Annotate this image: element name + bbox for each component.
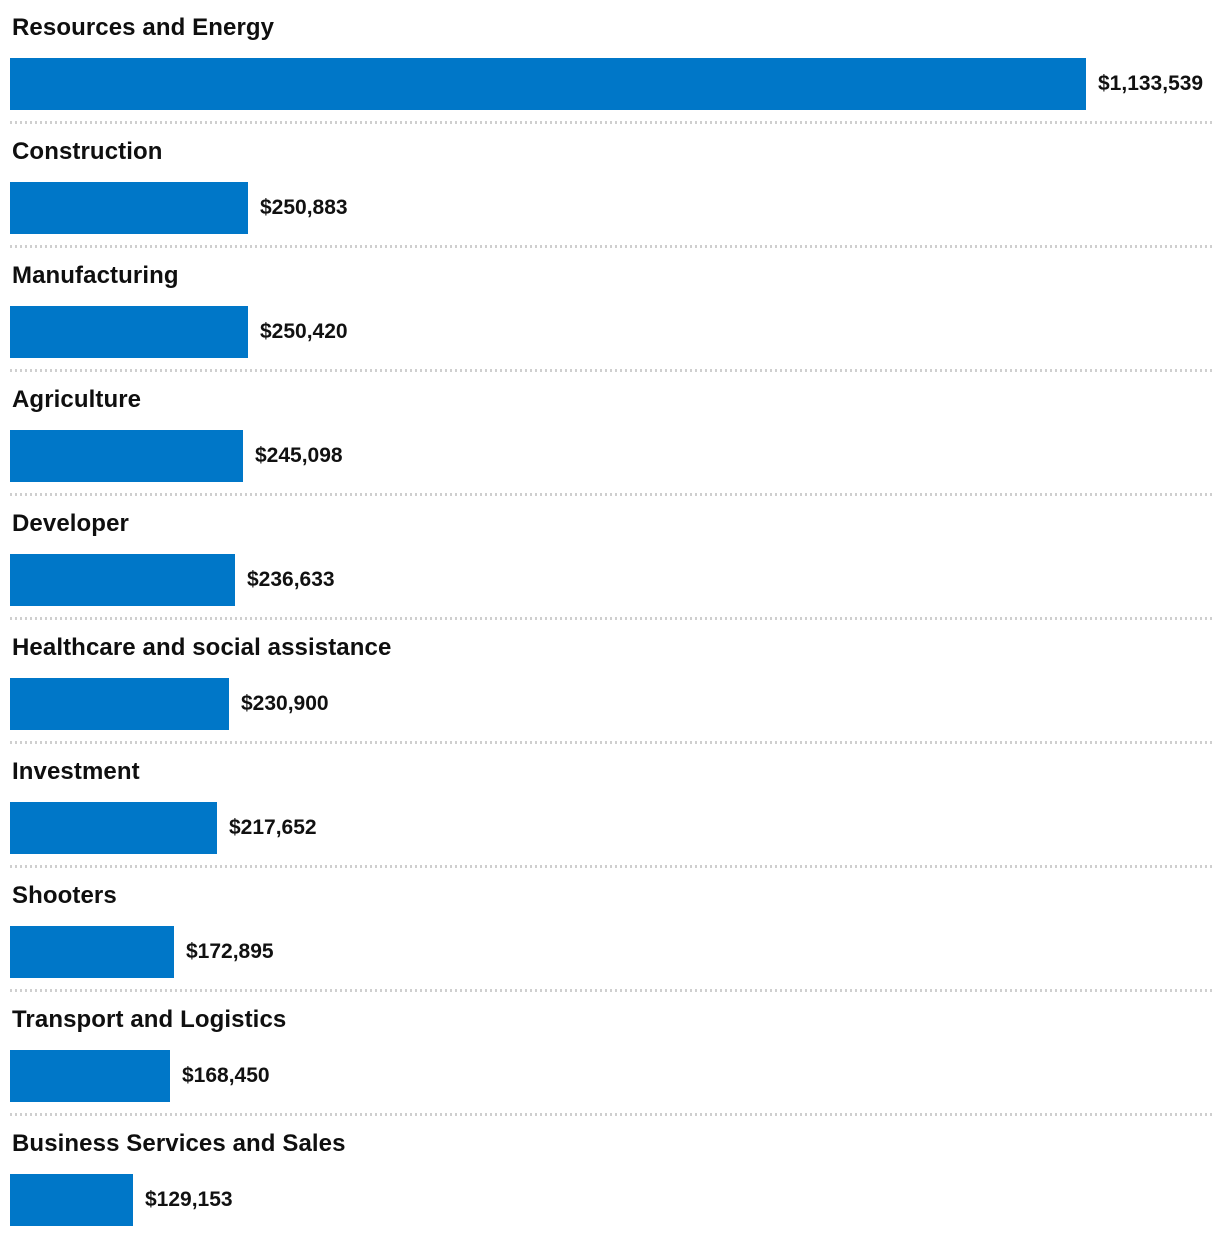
bar: [10, 182, 248, 234]
chart-row: Transport and Logistics $168,450: [0, 992, 1220, 1116]
bar-track: $129,153: [10, 1174, 1212, 1226]
chart-row: Construction $250,883: [0, 124, 1220, 248]
row-separator: [10, 989, 1212, 992]
category-label: Healthcare and social assistance: [12, 634, 392, 661]
value-label: $250,883: [260, 196, 348, 219]
category-label: Investment: [12, 758, 140, 785]
bar-track: $230,900: [10, 678, 1212, 730]
row-separator: [10, 1113, 1212, 1116]
row-separator: [10, 121, 1212, 124]
value-label: $250,420: [260, 320, 348, 343]
bar-track: $250,420: [10, 306, 1212, 358]
row-separator: [10, 369, 1212, 372]
value-label: $236,633: [247, 568, 335, 591]
bar: [10, 554, 235, 606]
bar: [10, 1050, 170, 1102]
category-label: Manufacturing: [12, 262, 179, 289]
category-label: Agriculture: [12, 386, 142, 413]
row-separator: [10, 245, 1212, 248]
value-label: $172,895: [186, 940, 274, 963]
value-label: $168,450: [182, 1064, 270, 1087]
chart-row: Manufacturing $250,420: [0, 248, 1220, 372]
chart-row: Business Services and Sales $129,153: [0, 1116, 1220, 1238]
category-label: Construction: [12, 138, 163, 165]
value-label: $217,652: [229, 816, 317, 839]
bar: [10, 802, 217, 854]
value-label: $129,153: [145, 1188, 233, 1211]
bar-track: $168,450: [10, 1050, 1212, 1102]
chart-row: Healthcare and social assistance $230,90…: [0, 620, 1220, 744]
value-label: $245,098: [255, 444, 343, 467]
bar: [10, 306, 248, 358]
category-label: Resources and Energy: [12, 14, 275, 41]
bar: [10, 678, 229, 730]
bar-track: $245,098: [10, 430, 1212, 482]
bar-track: $1,133,539: [10, 58, 1212, 110]
value-label: $230,900: [241, 692, 329, 715]
chart-row: Developer $236,633: [0, 496, 1220, 620]
row-separator: [10, 493, 1212, 496]
row-separator: [10, 741, 1212, 744]
category-label: Developer: [12, 510, 129, 537]
bar-track: $236,633: [10, 554, 1212, 606]
chart-row: Resources and Energy $1,133,539: [0, 0, 1220, 124]
bar: [10, 430, 243, 482]
category-label: Shooters: [12, 882, 117, 909]
row-separator: [10, 865, 1212, 868]
chart-row: Investment $217,652: [0, 744, 1220, 868]
chart-row: Shooters $172,895: [0, 868, 1220, 992]
row-separator: [10, 617, 1212, 620]
bar-track: $172,895: [10, 926, 1212, 978]
bar: [10, 58, 1086, 110]
bar-track: $250,883: [10, 182, 1212, 234]
category-label: Transport and Logistics: [12, 1006, 287, 1033]
chart-row: Agriculture $245,098: [0, 372, 1220, 496]
category-label: Business Services and Sales: [12, 1130, 346, 1157]
bar: [10, 1174, 133, 1226]
bar-track: $217,652: [10, 802, 1212, 854]
value-label: $1,133,539: [1098, 72, 1204, 95]
bar: [10, 926, 174, 978]
